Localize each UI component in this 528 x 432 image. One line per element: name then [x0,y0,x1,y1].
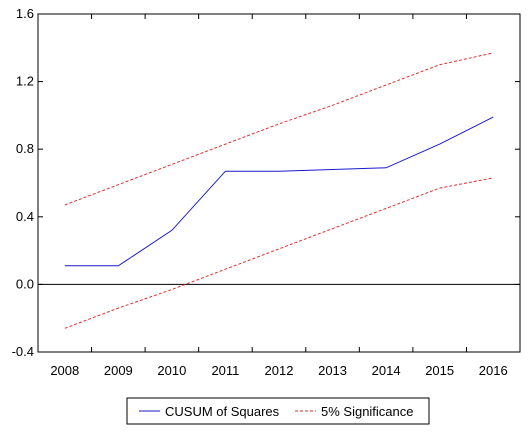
x-tick-label: 2009 [104,363,133,378]
y-tick-label: 1.6 [16,6,34,21]
x-tick-label: 2012 [265,363,294,378]
plot-frame [37,13,521,353]
x-tick-label: 2010 [157,363,186,378]
x-tick-label: 2011 [211,363,239,378]
x-tick-label: 2015 [425,363,454,378]
y-tick-label: 0.8 [16,141,34,156]
x-tick-label: 2014 [372,363,401,378]
x-tick-label: 2008 [50,363,79,378]
y-tick-label: 1.2 [16,74,34,89]
x-tick-label: 2016 [479,363,508,378]
legend: CUSUM of Squares 5% Significance [126,397,430,425]
legend-box [126,397,430,425]
y-tick-label: -0.4 [12,344,34,359]
legend-label-significance: 5% Significance [321,404,414,419]
legend-label-cusum: CUSUM of Squares [165,404,280,419]
x-tick-label: 2013 [318,363,347,378]
y-tick-label: 0.0 [16,276,34,291]
series-line-upper-bound [64,52,494,206]
series-line-lower-bound [64,177,494,329]
series-line-cusum [64,116,494,267]
y-tick-label: 0.4 [16,209,34,224]
